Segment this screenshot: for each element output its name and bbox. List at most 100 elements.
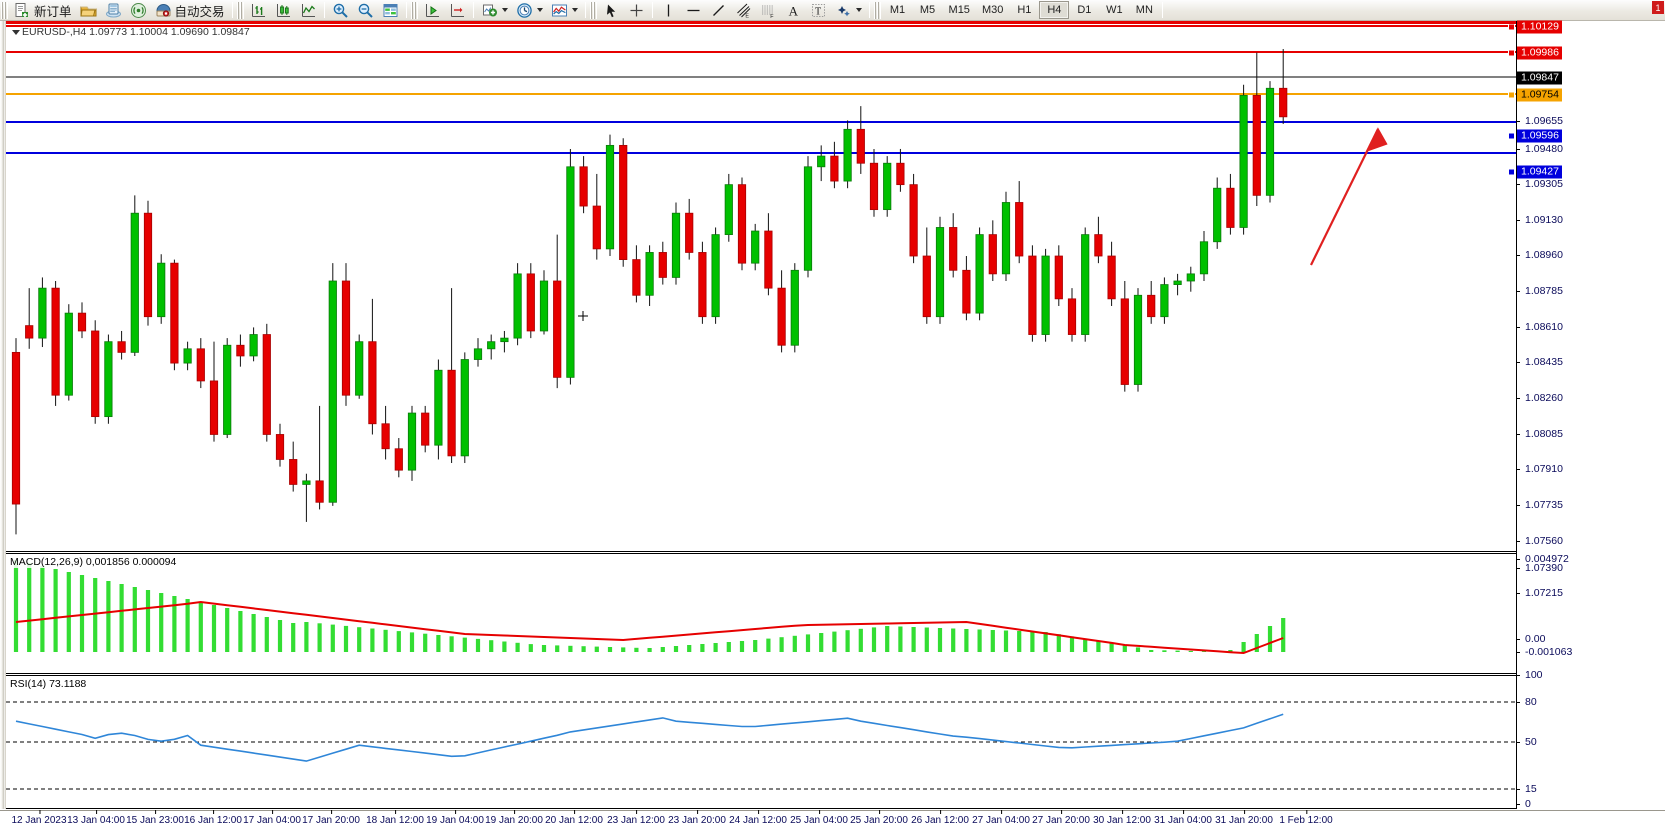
toolbar-separator-3 xyxy=(405,2,407,18)
toolbar-grip[interactable] xyxy=(1,1,8,19)
toolbar-separator-5 xyxy=(584,2,586,18)
candle-body xyxy=(1265,87,1275,196)
candle-body xyxy=(883,162,892,211)
level-badge-last-price[interactable]: 1.09847 xyxy=(1517,71,1562,85)
add-indicator-button[interactable] xyxy=(477,1,512,20)
autoscroll-button[interactable] xyxy=(445,1,470,20)
symbol-dropdown-caret-icon[interactable] xyxy=(12,30,20,35)
candle-body xyxy=(1226,187,1235,228)
macd-histogram-bar xyxy=(1056,634,1061,652)
price-pane[interactable]: EURUSD-,H4 1.09773 1.10004 1.09690 1.098… xyxy=(6,21,1516,552)
autoscroll-icon xyxy=(450,3,464,17)
crosshair-button[interactable] xyxy=(624,1,649,20)
chart-container[interactable]: EURUSD-,H4 1.09773 1.10004 1.09690 1.098… xyxy=(0,20,1665,831)
time-label-19: 31 Jan 04:00 xyxy=(1154,810,1212,826)
toolbar-separator-2 xyxy=(323,2,325,18)
up-arrow-annotation[interactable] xyxy=(1310,127,1388,266)
vertical-line-button[interactable] xyxy=(656,1,681,20)
cursor-button[interactable] xyxy=(599,1,624,20)
level-badge-1.09754[interactable]: 1.09754 xyxy=(1508,88,1562,102)
price-tick-1.08085: 1.08085 xyxy=(1516,428,1563,440)
timeframe-d1[interactable]: D1 xyxy=(1069,1,1099,19)
shapes-button[interactable] xyxy=(831,1,866,20)
alert-badge[interactable]: 1 xyxy=(1652,1,1664,14)
candle-series xyxy=(11,49,1288,535)
time-axis[interactable]: 12 Jan 2023 13 Jan 04:00 15 Jan 23:00 16… xyxy=(0,810,1665,831)
expert-advisor-button[interactable]: 自动交易 xyxy=(151,1,229,20)
macd-histogram-bar xyxy=(211,605,217,652)
timeframe-m30[interactable]: M30 xyxy=(976,1,1009,19)
rsi-tick-0: 0 xyxy=(1516,798,1531,810)
macd-histogram-bar xyxy=(937,628,943,652)
level-handle-5[interactable] xyxy=(1508,168,1515,176)
timeframe-w1[interactable]: W1 xyxy=(1099,1,1129,19)
candle-body xyxy=(685,212,694,253)
fibonacci-button[interactable]: F xyxy=(756,1,781,20)
macd-histogram-bar xyxy=(700,644,705,652)
time-label-17: 27 Jan 20:00 xyxy=(1032,810,1090,826)
candlestick-chart-button[interactable] xyxy=(271,1,296,20)
price-axis[interactable]: 1.09655 1.09480 1.09305 1.09130 1.08960 … xyxy=(1508,20,1665,810)
price-tick-1.07910: 1.07910 xyxy=(1516,463,1563,475)
toolbar-grip-2[interactable] xyxy=(236,1,244,19)
rsi-pane[interactable]: RSI(14) 73.1188 xyxy=(6,675,1516,809)
chart-left-grip[interactable] xyxy=(0,21,6,809)
rsi-curve xyxy=(15,713,1284,762)
level-handle-2[interactable] xyxy=(1508,49,1515,57)
horizontal-line-button[interactable] xyxy=(681,1,706,20)
grid-button[interactable] xyxy=(378,1,403,20)
time-label-0: 12 Jan 2023 xyxy=(11,810,67,826)
candle-body xyxy=(381,423,390,450)
template-button[interactable] xyxy=(547,1,582,20)
level-badge-1.09986[interactable]: 1.09986 xyxy=(1508,46,1562,60)
candle-body xyxy=(1094,234,1103,257)
zoom-in-button[interactable] xyxy=(328,1,353,20)
level-badge-1.09596[interactable]: 1.09596 xyxy=(1508,129,1562,143)
chart-shift-button[interactable] xyxy=(420,1,445,20)
zoom-in-icon xyxy=(333,3,348,18)
level-handle-4[interactable] xyxy=(1508,132,1515,140)
signal-button[interactable] xyxy=(126,1,151,20)
text-button[interactable]: A xyxy=(781,1,806,20)
new-order-label: 新订单 xyxy=(34,4,72,19)
line-chart-button[interactable] xyxy=(296,1,321,20)
timeframe-mn[interactable]: MN xyxy=(1129,1,1159,19)
macd-pane[interactable]: MACD(12,26,9) 0,001856 0.000094 xyxy=(6,553,1516,674)
price-tick-1.07560: 1.07560 xyxy=(1516,535,1563,547)
timeframe-h4[interactable]: H4 xyxy=(1039,1,1070,19)
candle-body xyxy=(592,205,601,250)
period-button[interactable] xyxy=(512,1,547,20)
level-handle-1[interactable] xyxy=(1508,23,1515,31)
folder-button[interactable] xyxy=(76,1,101,20)
candle-body xyxy=(619,144,628,260)
zoom-out-button[interactable] xyxy=(353,1,378,20)
chevron-down-icon[interactable] xyxy=(501,8,508,12)
toolbar-grip-5[interactable] xyxy=(873,1,881,19)
timeframe-m15[interactable]: M15 xyxy=(943,1,976,19)
toolbar-grip-3[interactable] xyxy=(410,1,418,19)
macd-histogram-bar xyxy=(977,629,982,652)
macd-histogram-bar xyxy=(1267,626,1273,652)
chevron-down-icon-3[interactable] xyxy=(571,8,578,12)
text-label-button[interactable]: T xyxy=(806,1,831,20)
level-handle-3[interactable] xyxy=(1508,91,1515,99)
chevron-down-icon-4[interactable] xyxy=(855,8,862,12)
level-badge-1.09427[interactable]: 1.09427 xyxy=(1508,165,1562,179)
new-order-button[interactable]: 新订单 xyxy=(10,1,76,20)
timeframe-m5[interactable]: M5 xyxy=(913,1,943,19)
bar-chart-button[interactable] xyxy=(246,1,271,20)
chevron-down-icon-2[interactable] xyxy=(536,8,543,12)
toolbar-grip-4[interactable] xyxy=(589,1,597,19)
timeframe-h1[interactable]: H1 xyxy=(1009,1,1039,19)
trendline-button[interactable] xyxy=(706,1,731,20)
candle-body xyxy=(1213,187,1222,243)
macd-histogram-bar xyxy=(1228,650,1233,652)
macd-histogram-bar xyxy=(541,645,547,652)
terminal-button[interactable] xyxy=(101,1,126,20)
candle-body xyxy=(1067,298,1077,335)
timeframe-m1[interactable]: M1 xyxy=(883,1,913,19)
level-badge-1.10129[interactable]: 1.10129 xyxy=(1508,20,1562,34)
price-tick-1.08435: 1.08435 xyxy=(1516,356,1563,368)
equidistant-channel-button[interactable]: E xyxy=(731,1,756,20)
candle-body xyxy=(1107,255,1116,300)
